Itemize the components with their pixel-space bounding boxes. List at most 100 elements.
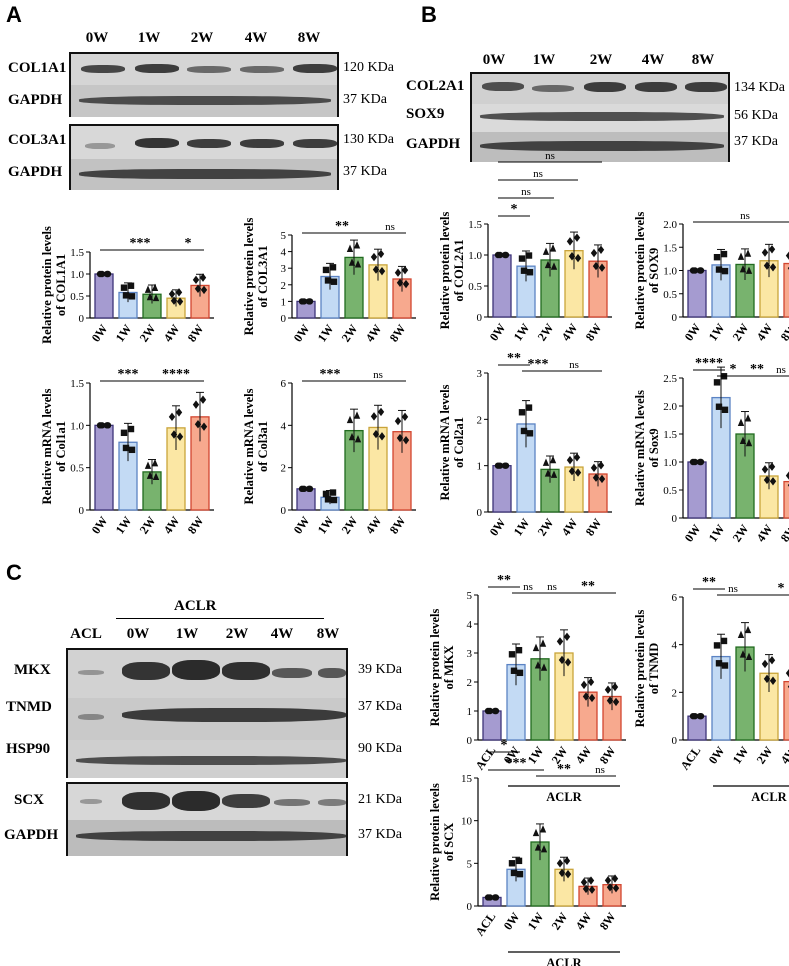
data-point — [713, 379, 721, 386]
data-point — [549, 455, 557, 464]
x-tick-label: 0W — [89, 322, 111, 345]
x-tick-label: 4W — [778, 744, 789, 767]
y-tick-label: 2.0 — [663, 219, 677, 231]
y-tick-label: 1 — [281, 296, 287, 308]
x-tick-label: 2W — [730, 522, 752, 545]
x-tick-label: 4W — [754, 321, 776, 344]
y-tick-label: 2 — [281, 280, 287, 292]
data-point — [192, 275, 200, 285]
data-point — [563, 632, 571, 642]
x-tick-label: 8W — [778, 522, 789, 545]
data-point — [516, 870, 524, 878]
data-point — [175, 408, 183, 417]
data-point — [146, 292, 154, 301]
blot-b-lane-labels: 0W 1W 2W 4W 8W — [466, 52, 726, 74]
x-tick-label: 2W — [535, 516, 557, 539]
data-point — [588, 693, 596, 703]
lane-label: 8W — [691, 52, 715, 68]
x-tick-label: 4W — [161, 514, 183, 537]
x-tick-label: 0W — [487, 516, 509, 539]
significance-label: ns — [523, 581, 533, 593]
data-point — [715, 403, 723, 410]
y-axis-label: Relative mRNA levelsof Sox9 — [633, 390, 661, 506]
data-point — [152, 472, 160, 481]
bar — [482, 710, 502, 741]
data-point — [566, 237, 574, 246]
x-tick-label: 1W — [315, 322, 337, 345]
y-tick-label: 0.5 — [663, 289, 677, 301]
kda-label: 37 KDa — [343, 92, 387, 107]
data-point — [525, 404, 533, 411]
data-point — [402, 279, 410, 289]
data-point — [606, 883, 614, 892]
data-point — [739, 436, 747, 444]
data-point — [715, 266, 723, 273]
significance-label: ** — [702, 575, 716, 590]
y-tick-label: 4 — [281, 420, 287, 432]
x-tick-label: 8W — [185, 514, 207, 537]
data-point — [587, 677, 595, 687]
x-tick-label: 2W — [754, 744, 776, 767]
data-point — [550, 470, 558, 478]
significance-label: ns — [595, 764, 605, 776]
y-tick-label: 1 — [477, 461, 483, 473]
lane-label: 4W — [641, 52, 665, 68]
data-point — [175, 288, 183, 297]
y-tick-label: 0 — [672, 312, 678, 324]
y-tick-label: 1.0 — [663, 266, 677, 278]
data-point — [199, 395, 207, 404]
data-point — [544, 260, 552, 269]
bar — [783, 680, 789, 741]
significance-label: ns — [545, 150, 555, 162]
data-point — [612, 883, 620, 893]
lane-label: 8W — [297, 30, 321, 46]
y-tick-label: 5 — [467, 858, 473, 870]
data-point — [330, 278, 338, 285]
bar — [783, 480, 789, 519]
y-tick-label: 2.5 — [663, 373, 677, 385]
x-tick-label: 4W — [754, 522, 776, 545]
data-point — [305, 485, 313, 493]
data-point — [516, 669, 524, 677]
data-point — [491, 894, 499, 901]
data-point — [152, 293, 160, 302]
data-point — [353, 411, 361, 419]
y-tick-label: 3 — [281, 263, 287, 275]
data-point — [590, 463, 598, 473]
significance-label: ** — [557, 762, 571, 777]
data-point — [550, 262, 558, 270]
data-point — [744, 249, 752, 257]
x-tick-label: 1W — [706, 321, 728, 344]
x-tick-label: 1W — [113, 514, 135, 537]
y-axis-label: Relative protein levelsof TNMD — [633, 609, 661, 727]
significance-label: ns — [373, 369, 383, 381]
data-point — [520, 427, 528, 435]
panel-label-b: B — [421, 2, 437, 27]
data-point — [739, 650, 747, 658]
significance-label: ns — [533, 168, 543, 180]
data-point — [120, 284, 128, 291]
data-point — [785, 471, 789, 480]
data-point — [785, 668, 789, 678]
data-point — [322, 266, 330, 274]
y-axis-label: Relative protein levelsof COL3A1 — [242, 217, 270, 335]
data-point — [604, 685, 612, 694]
data-point — [574, 468, 582, 477]
data-point — [486, 894, 494, 901]
data-point — [761, 465, 769, 474]
y-tick-label: 0.5 — [70, 463, 84, 475]
blot-col2a1-sox9-gapdh — [470, 72, 730, 162]
x-tick-label: 1W — [511, 516, 533, 539]
x-tick-label: 0W — [487, 321, 509, 344]
data-point — [713, 253, 721, 261]
data-point — [713, 642, 721, 649]
data-point — [200, 285, 208, 295]
data-point — [168, 289, 176, 299]
significance-label: ** — [750, 362, 764, 377]
blot-c-lane-labels: ACL 0W 1W 2W 4W 8W — [62, 626, 352, 648]
y-tick-label: 2 — [477, 414, 483, 426]
data-point — [769, 263, 777, 272]
